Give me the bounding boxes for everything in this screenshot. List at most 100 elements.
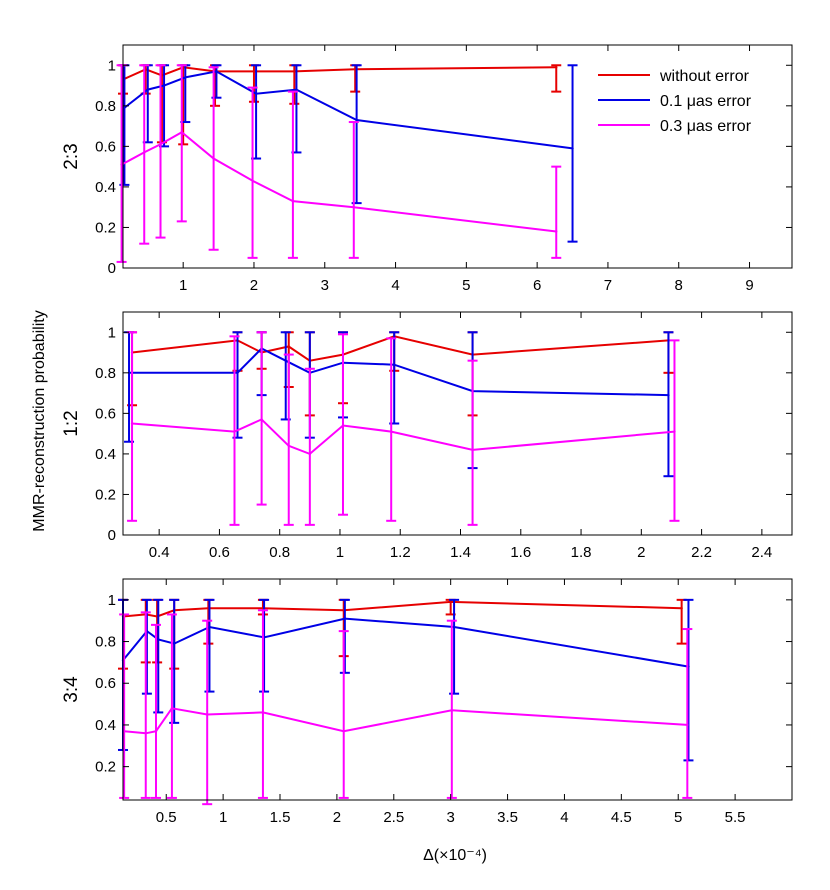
x-tick-label: 1 <box>336 544 344 561</box>
series-without-error <box>127 331 674 417</box>
data-point <box>154 729 158 733</box>
series-error-0-3 <box>116 64 562 263</box>
error-bar <box>119 613 130 799</box>
series-line <box>131 335 669 362</box>
x-tick-label: 2.2 <box>691 544 712 561</box>
data-point <box>287 444 290 447</box>
error-bar <box>152 598 163 664</box>
x-tick-label: 1.6 <box>510 544 531 561</box>
data-point <box>127 371 131 375</box>
series-line <box>129 347 669 397</box>
error-bar <box>283 353 294 526</box>
y-tick-label: 0.6 <box>95 405 116 422</box>
data-point <box>215 70 218 73</box>
error-bar <box>150 623 161 799</box>
data-point <box>251 179 254 183</box>
x-tick-label: 2 <box>637 544 645 561</box>
x-tick-label: 7 <box>604 277 612 294</box>
data-point <box>208 625 211 629</box>
data-point <box>449 600 452 604</box>
data-point <box>308 452 312 456</box>
legend-entry: 0.1 μas error <box>598 93 752 110</box>
data-point <box>287 345 290 348</box>
y-tick-label: 1 <box>108 592 116 609</box>
data-point <box>120 163 123 166</box>
data-point <box>390 430 393 433</box>
data-point <box>295 88 298 91</box>
x-tick-label: 1 <box>179 277 187 294</box>
data-point <box>355 118 358 122</box>
error-bar <box>140 611 151 799</box>
error-bar <box>247 86 258 259</box>
data-point <box>252 70 256 73</box>
legend-label: 0.1 μas error <box>660 93 752 110</box>
legend-label: 0.3 μas error <box>660 118 752 135</box>
error-bar <box>339 598 350 674</box>
data-point <box>667 393 670 397</box>
data-point <box>254 92 258 95</box>
data-point <box>284 359 287 362</box>
data-point <box>159 143 162 146</box>
x-tick-label: 2 <box>333 809 341 826</box>
series-line <box>122 600 682 618</box>
y-tick-label: 0 <box>108 527 116 544</box>
legend: without error 0.1 μas error 0.3 μas error <box>598 68 752 135</box>
error-bar <box>467 359 478 526</box>
x-tick-label: 0.4 <box>149 544 170 561</box>
x-tick-label: 0.5 <box>156 809 177 826</box>
error-bar <box>676 598 687 645</box>
error-bar <box>551 165 562 259</box>
y-tick-label: 0.8 <box>95 634 116 651</box>
panels: 1 2 3 4 5 6 7 8 9 0 0.2 0.4 0.6 0.8 1 2:3 0.4 0.6 0.8 1 1.2 1… <box>61 44 793 826</box>
error-bar <box>139 64 150 245</box>
y-tick-label: 0.2 <box>95 219 116 236</box>
series-line <box>124 707 688 735</box>
y-tick-label: 0.4 <box>95 717 116 734</box>
error-bar <box>204 598 215 693</box>
data-point <box>452 625 456 629</box>
x-tick-label: 4.5 <box>611 809 632 826</box>
error-bar <box>176 64 187 223</box>
x-tick-label: 5 <box>674 809 682 826</box>
data-point <box>172 642 176 645</box>
data-point <box>144 732 147 735</box>
data-point <box>170 707 174 710</box>
data-point <box>184 76 187 79</box>
x-tick-label: 8 <box>675 277 683 294</box>
data-point <box>205 713 209 716</box>
data-point <box>686 723 689 727</box>
y-tick-label: 0 <box>108 260 116 277</box>
y-tick-label: 0.8 <box>95 365 116 382</box>
data-point <box>233 430 236 433</box>
data-point <box>157 638 160 641</box>
series-error-0-1 <box>118 598 694 762</box>
x-axis-label: Δ(×10⁻⁴) <box>423 847 487 864</box>
error-bar <box>259 598 270 693</box>
error-bar <box>203 598 214 645</box>
panel-label: 3:4 <box>61 676 82 703</box>
data-point <box>555 230 558 233</box>
y-tick-label: 0.4 <box>95 446 116 463</box>
error-bar <box>304 367 315 526</box>
data-point <box>343 617 347 620</box>
legend-label: without error <box>659 68 750 85</box>
series-error-0-1 <box>119 64 578 243</box>
data-point <box>130 422 134 425</box>
y-tick-label: 0.6 <box>95 675 116 692</box>
error-bar <box>386 337 397 522</box>
x-tick-label: 2.5 <box>383 809 404 826</box>
y-axis-label: MMR-reconstruction probability <box>31 310 48 531</box>
x-tick-label: 3 <box>321 277 329 294</box>
x-tick-label: 2 <box>250 277 258 294</box>
data-point <box>143 151 146 154</box>
y-tick-label: 0.6 <box>95 138 116 155</box>
error-bar <box>683 598 694 762</box>
y-tick-label: 0.2 <box>95 759 116 776</box>
series-without-error <box>118 598 687 670</box>
data-point <box>680 606 683 610</box>
error-bar <box>202 619 213 806</box>
series-error-0-3 <box>119 609 693 806</box>
data-point <box>673 430 676 433</box>
x-tick-label: 3 <box>447 809 455 826</box>
